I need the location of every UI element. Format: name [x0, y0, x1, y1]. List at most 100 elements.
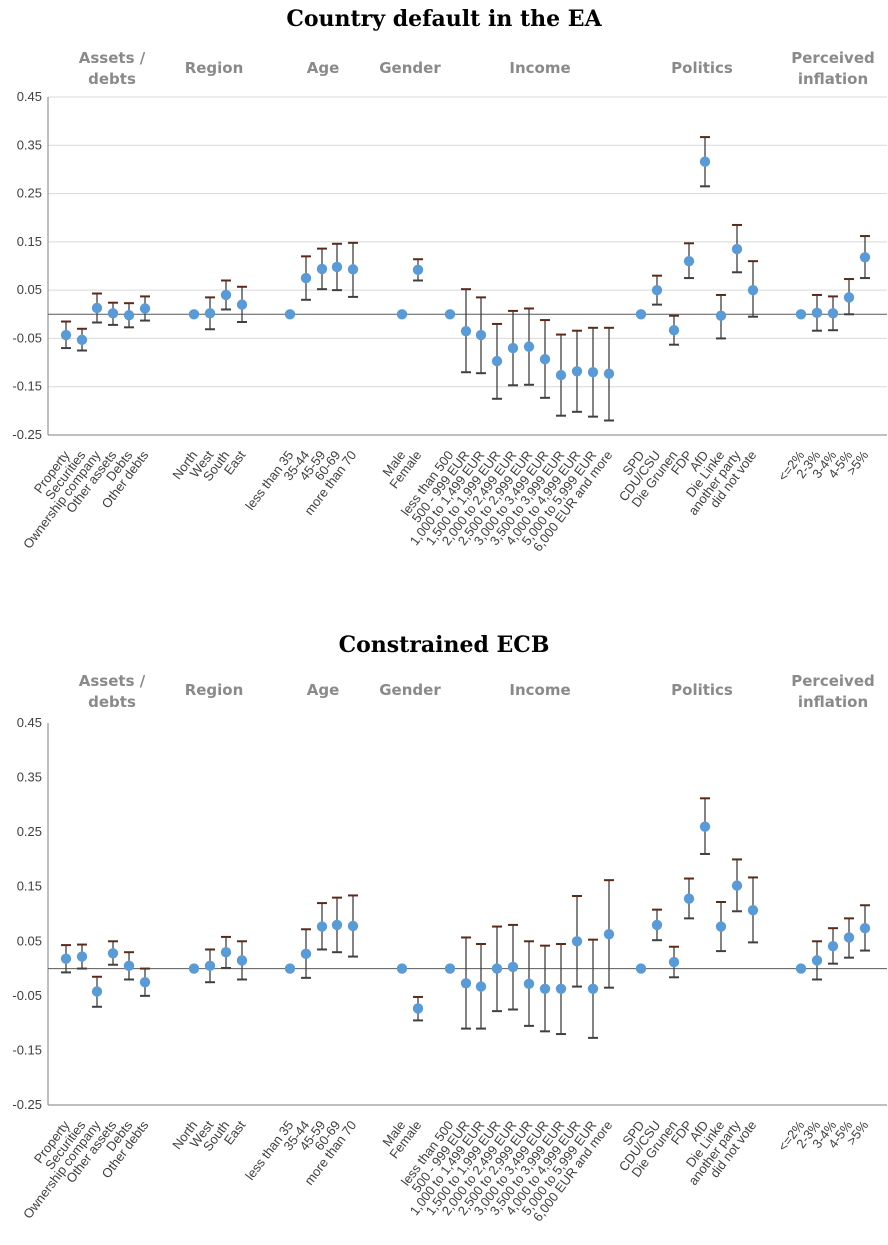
y-tick-label: 0.35	[17, 137, 42, 152]
data-point	[683, 893, 695, 904]
data-point	[523, 978, 535, 990]
data-point	[139, 977, 151, 988]
data-point	[60, 329, 72, 341]
data-point	[843, 292, 855, 303]
y-tick-label: 0.45	[17, 89, 42, 104]
data-point	[460, 978, 472, 989]
data-point	[843, 932, 855, 943]
data-point	[555, 369, 567, 381]
data-point	[396, 309, 408, 320]
y-tick-label: -0.15	[12, 1042, 42, 1057]
group-header: Assets /	[79, 672, 146, 690]
data-point	[220, 947, 232, 958]
y-tick-label: -0.25	[12, 1097, 42, 1112]
data-point	[811, 955, 823, 966]
data-point	[396, 963, 408, 974]
data-point	[412, 1003, 424, 1014]
data-point	[747, 284, 759, 296]
group-header: Gender	[379, 681, 441, 699]
data-point	[284, 309, 296, 320]
data-point	[300, 272, 312, 284]
data-point	[204, 960, 216, 972]
data-point	[523, 341, 535, 352]
data-point	[60, 953, 72, 964]
data-point	[188, 963, 200, 974]
group-header: inflation	[798, 693, 868, 711]
y-tick-label: 0.35	[17, 770, 42, 785]
data-point	[571, 366, 583, 377]
data-point	[444, 309, 456, 320]
data-point	[859, 922, 871, 934]
data-point	[699, 821, 711, 832]
group-header: Politics	[671, 681, 733, 699]
data-point	[539, 983, 551, 994]
data-point	[491, 355, 503, 367]
data-point	[123, 960, 135, 972]
data-point	[731, 243, 743, 255]
data-point	[635, 309, 647, 320]
data-point	[587, 367, 599, 378]
data-point	[539, 353, 551, 365]
y-tick-label: 0.15	[17, 234, 42, 249]
data-point	[668, 325, 680, 336]
group-header: Region	[185, 681, 244, 699]
data-point	[587, 983, 599, 994]
group-header: Gender	[379, 59, 441, 77]
data-point	[635, 963, 647, 974]
group-header: Region	[185, 59, 244, 77]
group-header: debts	[88, 70, 136, 88]
y-tick-label: 0.45	[17, 715, 42, 730]
data-point	[76, 334, 88, 346]
y-tick-label: 0.25	[17, 186, 42, 201]
data-point	[236, 299, 248, 310]
data-point	[316, 263, 328, 275]
group-header: Age	[307, 59, 340, 77]
data-point	[747, 904, 759, 916]
data-point	[683, 255, 695, 267]
data-point	[284, 963, 296, 974]
data-point	[555, 983, 567, 994]
y-tick-label: -0.15	[12, 379, 42, 394]
y-tick-label: 0.25	[17, 824, 42, 839]
y-tick-label: 0.05	[17, 933, 42, 948]
data-point	[699, 156, 711, 167]
data-point	[795, 963, 807, 974]
chart-country-default: 0.45 0.35 0.25 0.15 0.05 -0.05 -0.15 -0.25 Asset…	[12, 49, 887, 554]
group-header: Perceived	[791, 672, 874, 690]
data-point	[107, 948, 119, 959]
group-header: Income	[509, 681, 570, 699]
data-point	[651, 284, 663, 296]
data-point	[123, 310, 135, 321]
data-point	[571, 936, 583, 947]
data-point	[603, 928, 615, 940]
data-point	[475, 329, 487, 341]
data-point	[220, 289, 232, 301]
y-tick-label: -0.25	[12, 427, 42, 442]
group-header: Income	[509, 59, 570, 77]
data-point	[139, 303, 151, 314]
group-header: inflation	[798, 70, 868, 88]
data-point	[475, 981, 487, 992]
data-point	[507, 961, 519, 973]
data-point	[715, 310, 727, 321]
data-point	[731, 880, 743, 891]
y-tick-label: 0.05	[17, 282, 42, 297]
data-point	[91, 302, 103, 314]
data-point	[827, 940, 839, 952]
data-point	[715, 921, 727, 932]
group-header: debts	[88, 693, 136, 711]
data-point	[668, 956, 680, 968]
data-point	[347, 264, 359, 275]
data-point	[188, 309, 200, 320]
group-header: Assets /	[79, 49, 146, 67]
data-point	[491, 963, 503, 974]
data-point	[507, 342, 519, 354]
data-point	[204, 308, 216, 319]
data-point	[331, 261, 343, 273]
data-point	[795, 309, 807, 320]
data-point	[811, 307, 823, 319]
group-header: Perceived	[791, 49, 874, 67]
data-point	[300, 948, 312, 960]
data-point	[316, 921, 328, 932]
y-tick-label: -0.05	[12, 330, 42, 345]
